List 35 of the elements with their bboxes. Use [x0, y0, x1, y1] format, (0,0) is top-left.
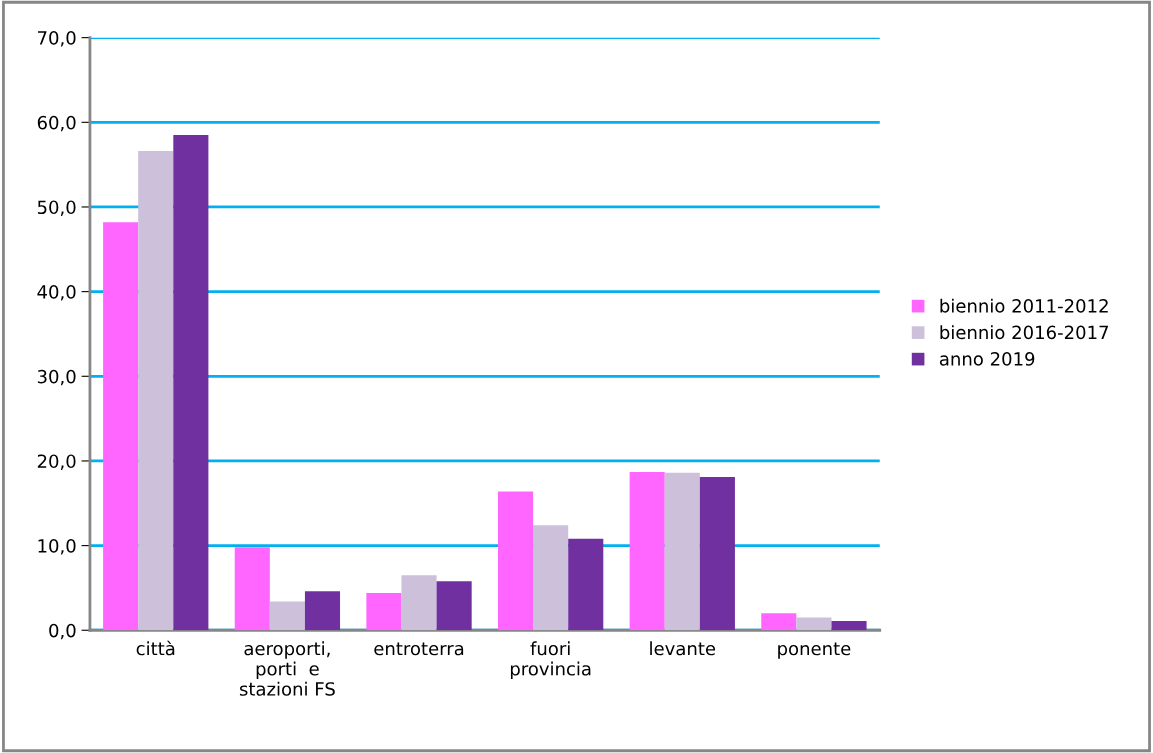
bar	[498, 491, 534, 631]
bar	[269, 601, 305, 631]
bar	[138, 151, 174, 631]
bar	[173, 135, 209, 631]
bar	[401, 575, 437, 631]
bar	[664, 472, 700, 631]
y-tick-label: 50,0	[37, 200, 76, 216]
y-tick-label: 40,0	[37, 285, 76, 301]
bar	[629, 471, 665, 631]
bar	[234, 547, 270, 631]
bar	[533, 525, 569, 631]
legend-label: anno 2019	[939, 352, 1035, 366]
x-tick-label: levante	[650, 641, 716, 656]
x-tick-label: aeroporti, porti e stazioni FS	[239, 641, 335, 696]
bar	[831, 620, 867, 631]
bar	[699, 477, 735, 631]
bar	[304, 591, 341, 631]
x-tick-label: entroterra	[374, 642, 464, 656]
bar	[568, 538, 604, 631]
legend-label: biennio 2011-2012	[940, 298, 1108, 313]
x-tick-label: ponente	[778, 642, 851, 659]
y-tick-label: 60,0	[37, 115, 76, 132]
x-tick-label: città	[136, 640, 175, 656]
bar	[103, 222, 139, 631]
y-tick-label: 0,0	[49, 623, 76, 640]
bar	[796, 617, 832, 631]
bar	[761, 613, 797, 631]
y-tick-label: 30,0	[37, 369, 76, 386]
y-tick-label: 10,0	[38, 539, 76, 555]
x-tick-label: fuori provincia	[510, 641, 591, 680]
bar	[436, 581, 472, 631]
bar	[366, 593, 402, 631]
legend-label: biennio 2016-2017	[940, 325, 1109, 340]
y-tick-label: 70,0	[38, 31, 76, 47]
y-tick-label: 20,0	[37, 454, 76, 470]
